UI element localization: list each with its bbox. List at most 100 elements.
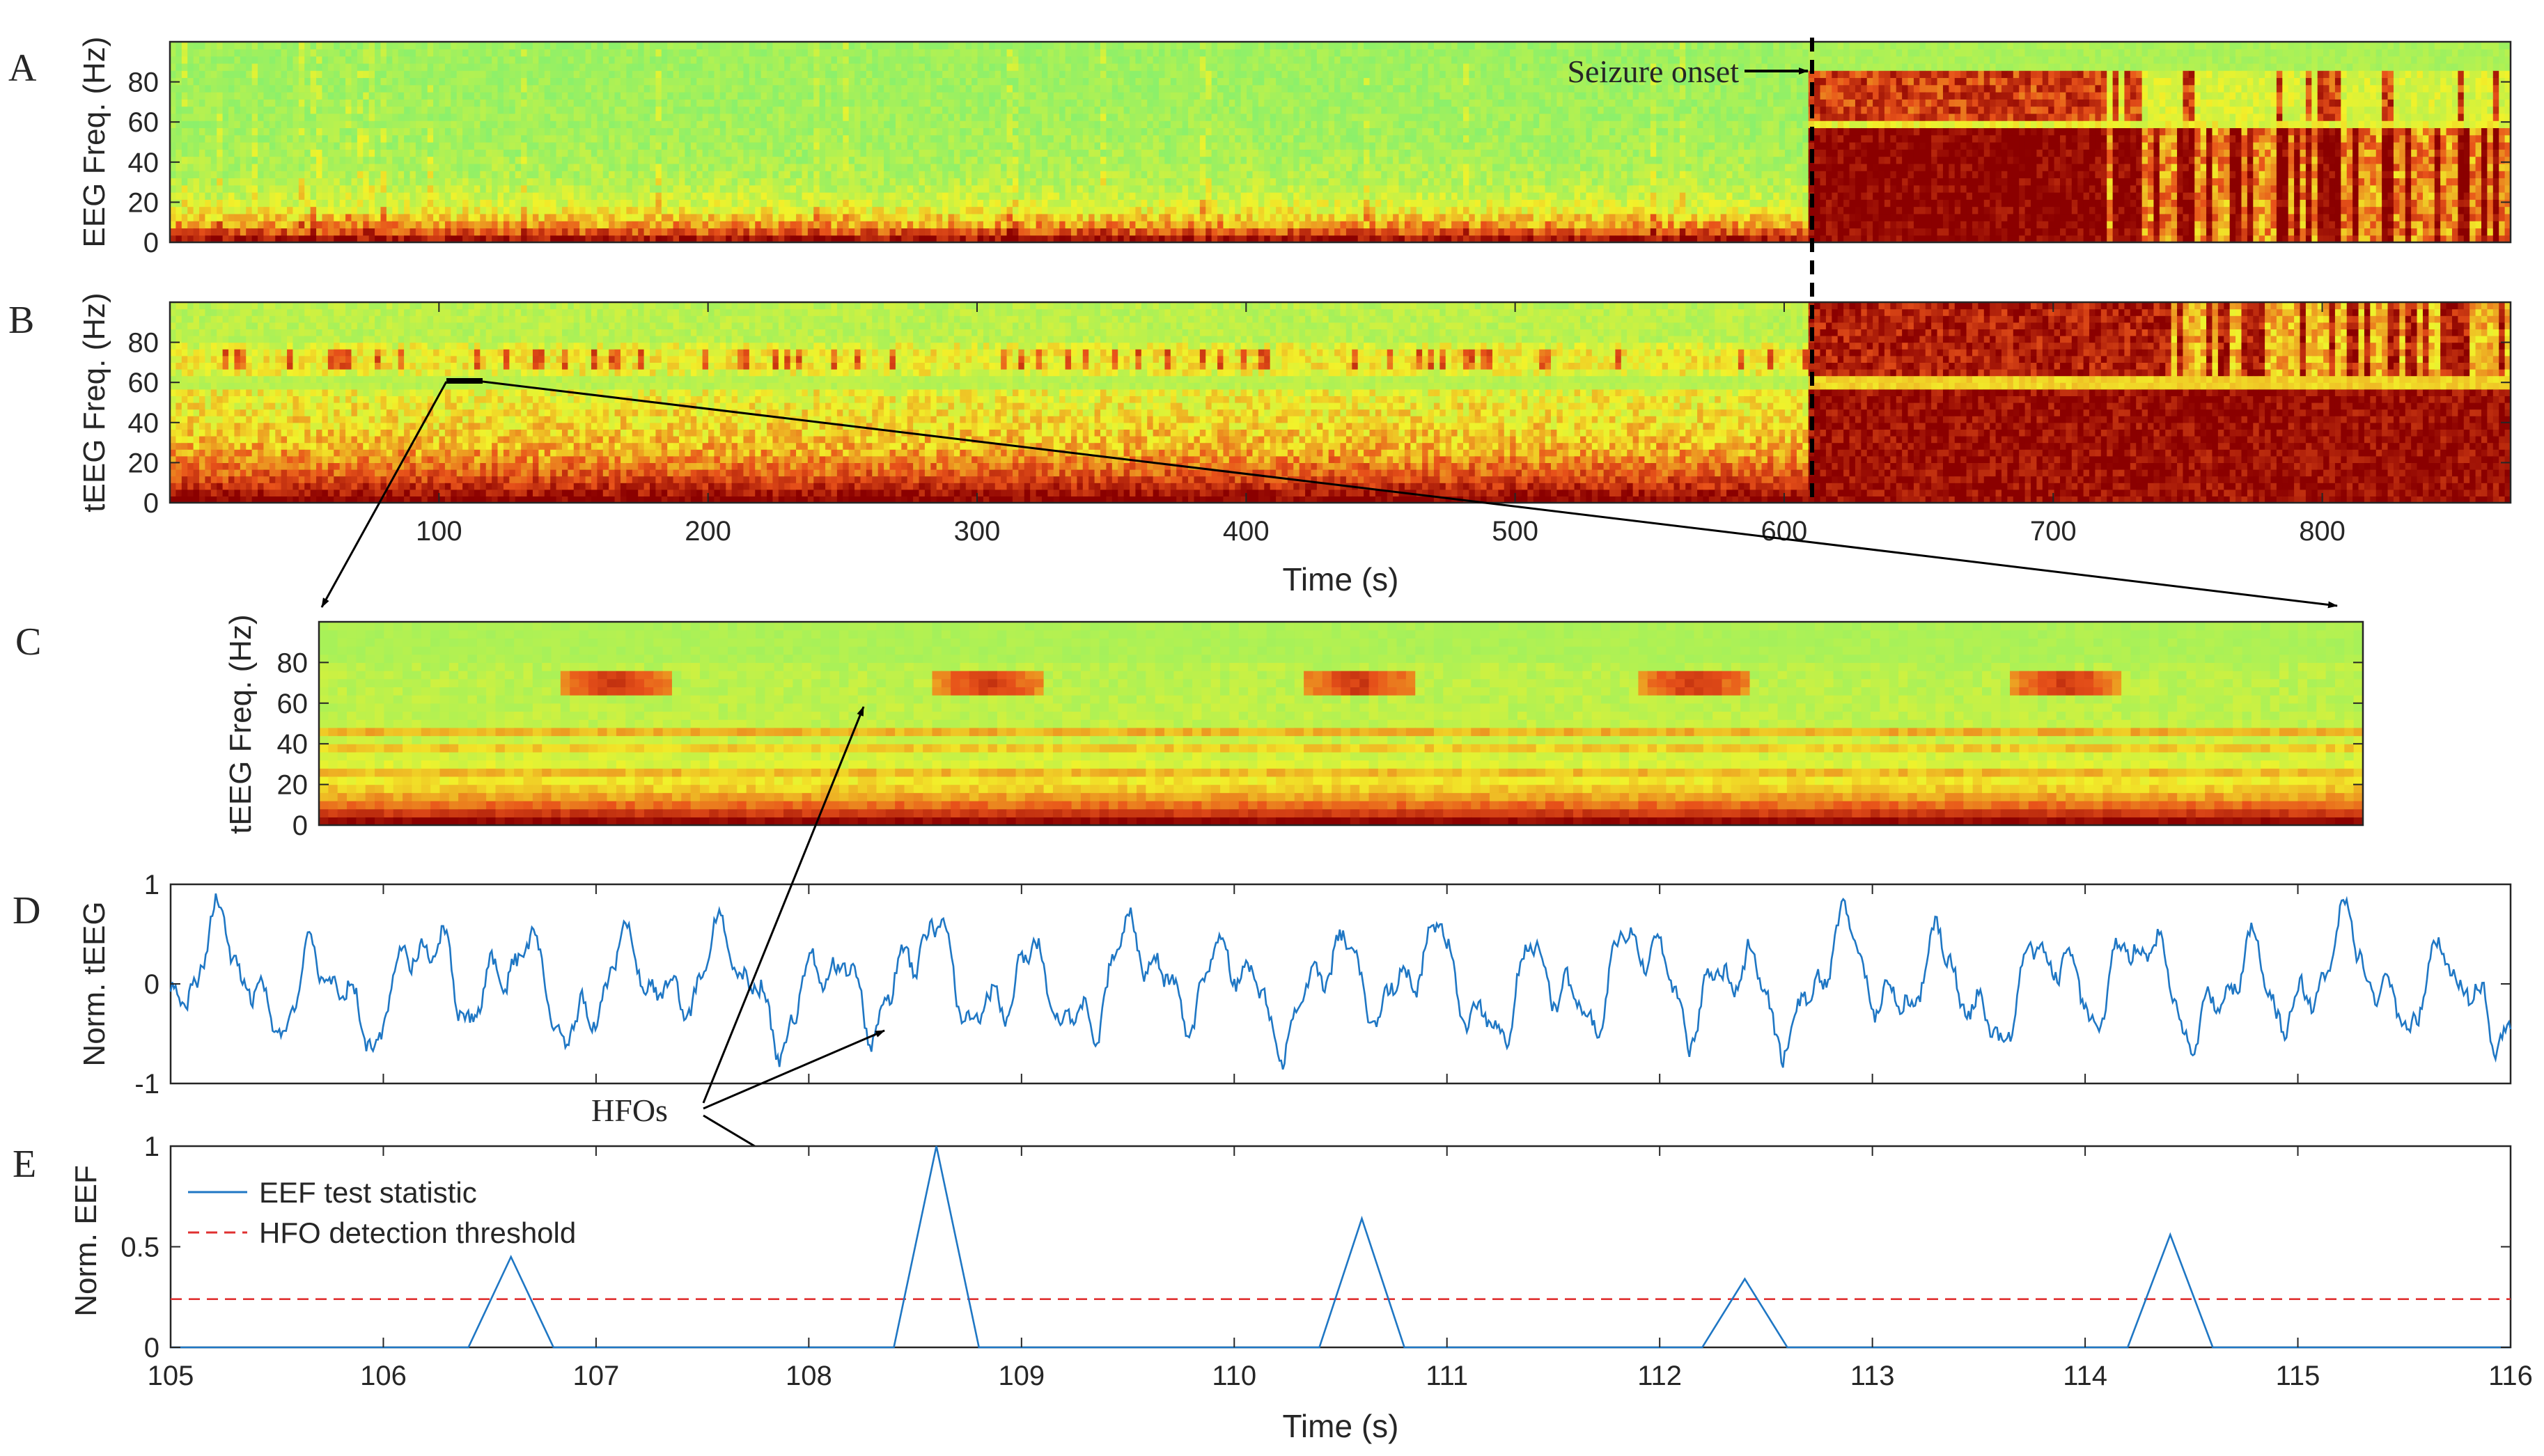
panel-a-cell (1199, 84, 1206, 93)
panel-a-cell (901, 70, 908, 79)
panel-a-cell (421, 221, 428, 229)
panel-a-cell (702, 171, 709, 179)
panel-a-cell (1024, 185, 1031, 193)
panel-a-cell (877, 213, 884, 221)
panel-a-cell (1012, 113, 1019, 121)
panel-a-cell (1159, 199, 1166, 208)
panel-a-cell (298, 127, 305, 136)
panel-a-cell (1053, 228, 1060, 236)
panel-a-cell (1106, 42, 1113, 49)
panel-a-cell (439, 163, 446, 171)
panel-a-cell (222, 120, 229, 129)
panel-a-cell (240, 199, 247, 208)
panel-a-cell (743, 228, 750, 236)
panel-a-cell (258, 192, 265, 200)
panel-a-cell (913, 113, 920, 121)
panel-a-cell (368, 63, 375, 71)
panel-a-cell (1164, 49, 1171, 57)
panel-a-cell (205, 228, 212, 236)
panel-a-cell (310, 206, 317, 214)
panel-a-cell (234, 142, 241, 150)
panel-a-cell (1141, 56, 1148, 64)
panel-a-cell (217, 221, 224, 229)
panel-a-cell (170, 113, 176, 121)
panel-a-cell (655, 156, 662, 164)
panel-a-cell (802, 120, 809, 129)
panel-a-cell (924, 149, 931, 157)
panel-a-cell (462, 92, 469, 100)
panel-a-cell (1059, 206, 1066, 214)
panel-a-cell (831, 92, 838, 100)
panel-a-cell (492, 185, 499, 193)
panel-a-cell (298, 221, 305, 229)
panel-a-cell (802, 171, 809, 179)
panel-a-cell (1111, 77, 1118, 86)
panel-a-cell (719, 185, 726, 193)
panel-a-cell (228, 156, 235, 164)
panel-a-cell (1082, 163, 1089, 171)
panel-a-cell (287, 106, 294, 114)
panel-a-cell (702, 163, 709, 171)
panel-a-cell (632, 63, 639, 71)
panel-a-cell (357, 77, 364, 86)
panel-a-cell (1130, 134, 1137, 143)
panel-a-cell (696, 84, 703, 93)
panel-a-cell (263, 63, 270, 71)
panel-a-cell (614, 206, 621, 214)
panel-a-cell (404, 192, 411, 200)
panel-a-cell (831, 99, 838, 107)
panel-a-cell (1211, 213, 1218, 221)
panel-a-cell (357, 149, 364, 157)
panel-a-cell (1077, 199, 1084, 208)
panel-a-cell (292, 163, 299, 171)
panel-a-cell (889, 235, 896, 242)
panel-a-cell (1041, 84, 1048, 93)
panel-a-cell (187, 221, 194, 229)
panel-a-cell (439, 56, 446, 64)
panel-a-cell (532, 49, 539, 57)
panel-a-cell (1030, 235, 1037, 242)
panel-a-cell (345, 84, 352, 93)
panel-a-cell (620, 178, 627, 186)
panel-a-cell (234, 156, 241, 164)
panel-a-cell (591, 99, 598, 107)
panel-a-cell (298, 185, 305, 193)
panel-a-cell (591, 192, 598, 200)
panel-a-cell (228, 228, 235, 236)
panel-a-cell (889, 142, 896, 150)
panel-a-cell (474, 49, 481, 57)
panel-a-cell (538, 149, 545, 157)
panel-a-cell (1030, 171, 1037, 179)
panel-a-cell (1118, 206, 1125, 214)
panel-a-cell (1199, 63, 1206, 71)
panel-a-cell (924, 49, 931, 57)
panel-a-cell (907, 228, 914, 236)
panel-a-cell (1111, 120, 1118, 129)
panel-a-cell (398, 199, 405, 208)
panel-a-cell (462, 99, 469, 107)
panel-a-cell (802, 163, 809, 171)
panel-a-cell (1153, 113, 1160, 121)
panel-a-cell (994, 106, 1001, 114)
panel-a-cell (251, 84, 258, 93)
panel-a-cell (298, 171, 305, 179)
panel-a-cell (210, 185, 217, 193)
panel-a-cell (983, 113, 990, 121)
panel-a-cell (679, 92, 686, 100)
panel-a-cell (217, 156, 224, 164)
panel-a-cell (790, 77, 797, 86)
panel-a-cell (790, 178, 797, 186)
panel-a-cell (655, 185, 662, 193)
panel-a-cell (368, 56, 375, 64)
panel-a-cell (1047, 113, 1054, 121)
panel-a-cell (544, 192, 551, 200)
panel-a-cell (1111, 56, 1118, 64)
panel-a-cell (363, 70, 370, 79)
panel-a-cell (205, 49, 212, 57)
panel-a-cell (556, 149, 563, 157)
panel-a-cell (480, 56, 487, 64)
panel-a-cell (258, 99, 265, 107)
panel-a-cell (591, 235, 598, 242)
panel-a-cell (1001, 63, 1008, 71)
panel-a-cell (275, 49, 282, 57)
